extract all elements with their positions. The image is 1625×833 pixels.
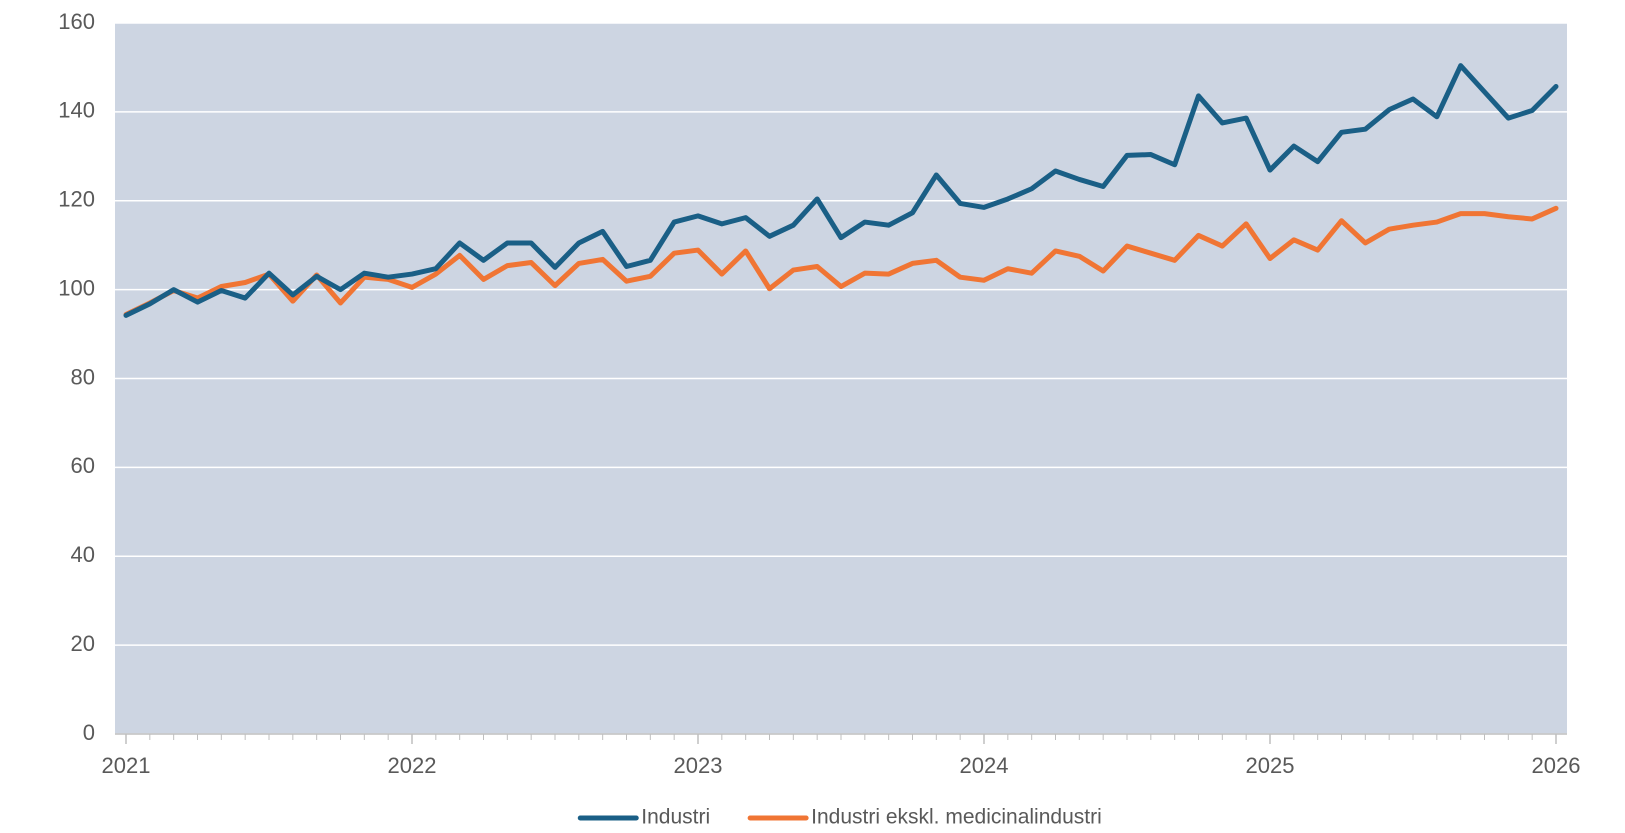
y-tick-label: 0 bbox=[83, 720, 95, 745]
y-tick-label: 60 bbox=[71, 453, 95, 478]
line-series bbox=[123, 63, 1559, 318]
x-tick-label: 2023 bbox=[674, 753, 723, 778]
y-tick-label: 80 bbox=[71, 364, 95, 389]
x-tick-label: 2026 bbox=[1532, 753, 1581, 778]
y-tick-label: 20 bbox=[71, 631, 95, 656]
x-tick-label: 2025 bbox=[1246, 753, 1295, 778]
line-series bbox=[123, 205, 1559, 318]
y-tick-label: 140 bbox=[58, 98, 95, 123]
x-tick-label: 2021 bbox=[102, 753, 151, 778]
legend-label: Industri bbox=[641, 806, 710, 829]
y-tick-label: 120 bbox=[58, 187, 95, 212]
x-tick-label: 2024 bbox=[960, 753, 1009, 778]
y-tick-label: 100 bbox=[58, 275, 95, 300]
legend-label: Industri ekskl. medicinalindustri bbox=[811, 806, 1102, 829]
y-tick-label: 40 bbox=[71, 542, 95, 567]
y-tick-label: 160 bbox=[58, 9, 95, 34]
x-tick-label: 2022 bbox=[388, 753, 437, 778]
